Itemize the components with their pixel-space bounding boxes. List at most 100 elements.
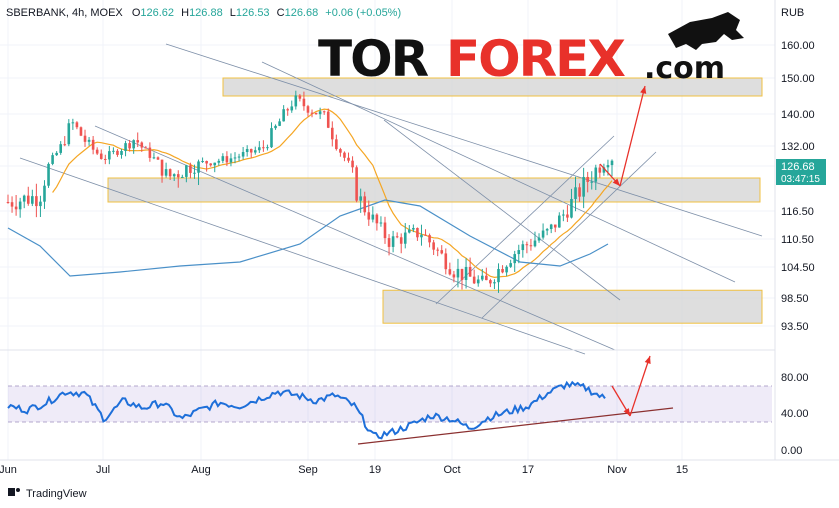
candle — [205, 160, 208, 164]
tradingview-footer: TradingView — [8, 488, 87, 500]
time-tick: 19 — [369, 464, 381, 476]
candle — [610, 160, 614, 166]
candle — [294, 95, 298, 107]
candle — [10, 202, 14, 207]
candle — [201, 160, 204, 162]
candle — [363, 196, 367, 213]
candle — [233, 157, 237, 159]
candle — [375, 214, 379, 224]
candle — [43, 185, 46, 202]
candle — [79, 127, 83, 136]
candle — [343, 152, 346, 158]
grid — [0, 0, 775, 460]
candle — [152, 157, 156, 159]
rsi-band — [8, 386, 772, 422]
candle — [371, 214, 375, 220]
candle — [51, 155, 54, 164]
candle — [395, 236, 399, 238]
candle — [598, 167, 602, 173]
candle — [108, 151, 111, 160]
candle — [570, 198, 573, 218]
candle — [197, 161, 200, 173]
price-tick: 140.00 — [781, 109, 815, 121]
candle — [412, 227, 415, 230]
candle — [262, 147, 265, 149]
torforex-logo: TOR FOREX .com — [318, 12, 744, 88]
candle — [480, 275, 484, 280]
candle — [253, 150, 257, 153]
tradingview-brand: TradingView — [26, 488, 87, 500]
candle — [39, 201, 42, 207]
candle — [193, 172, 196, 174]
candle — [241, 152, 245, 157]
candle — [87, 139, 91, 142]
candle — [229, 158, 233, 163]
candle — [245, 148, 249, 153]
candle — [379, 222, 383, 224]
arrow-head — [640, 86, 647, 94]
candle — [545, 229, 549, 231]
candle — [444, 253, 448, 270]
candle — [266, 147, 269, 149]
candle — [326, 111, 330, 128]
candle — [35, 196, 38, 207]
candle — [124, 143, 127, 152]
candle — [574, 187, 577, 199]
candle — [440, 250, 444, 254]
candle — [335, 139, 338, 150]
trendline — [481, 151, 657, 319]
candle — [521, 244, 525, 251]
candle — [156, 157, 160, 160]
price-zone — [382, 289, 763, 324]
candle — [172, 174, 176, 177]
candle — [509, 263, 512, 267]
rsi-tick: 80.00 — [781, 372, 809, 384]
candle — [26, 195, 30, 204]
candle — [22, 195, 26, 202]
ma-fast-line — [52, 108, 613, 278]
candle — [164, 169, 168, 176]
time-ticks: Jun Jul Aug Sep 19 Oct 17 Nov 15 — [0, 464, 688, 476]
trendline — [165, 43, 763, 237]
candle — [99, 153, 103, 159]
candle — [290, 106, 294, 111]
last-price-tag — [776, 159, 826, 185]
candle — [18, 201, 22, 210]
chart-header: SBERBANK, 4h, MOEX O126.62 H126.88 L126.… — [6, 7, 401, 19]
price-tick: 110.50 — [781, 234, 814, 246]
trendline — [94, 125, 616, 351]
price-tick: 98.50 — [781, 293, 809, 305]
logo-text-forex: FOREX — [446, 30, 625, 88]
candle — [562, 214, 565, 216]
support-resistance-zones — [107, 77, 763, 324]
candle — [298, 95, 302, 99]
candle — [160, 159, 164, 176]
candle — [517, 250, 521, 255]
rsi-ticks: 80.00 40.00 0.00 — [781, 372, 809, 457]
candle — [606, 165, 610, 168]
candle — [468, 266, 472, 277]
candle — [452, 274, 456, 278]
candle — [278, 121, 281, 126]
candle — [525, 244, 529, 246]
candle — [91, 139, 95, 150]
arrow-head — [644, 356, 651, 364]
candle — [322, 111, 326, 113]
candle — [505, 266, 508, 273]
candle — [330, 127, 334, 140]
trendline — [261, 61, 736, 283]
candle — [399, 237, 403, 244]
candle — [144, 147, 148, 149]
candle — [541, 230, 545, 238]
candle — [318, 111, 322, 115]
candle — [497, 268, 500, 283]
candle — [602, 167, 606, 173]
candle — [6, 202, 10, 203]
candle — [189, 165, 192, 173]
candle — [237, 156, 241, 158]
candle — [302, 98, 306, 107]
candle — [249, 148, 253, 153]
bar-countdown: 03:47:15 — [781, 174, 820, 185]
time-tick: Aug — [191, 464, 211, 476]
